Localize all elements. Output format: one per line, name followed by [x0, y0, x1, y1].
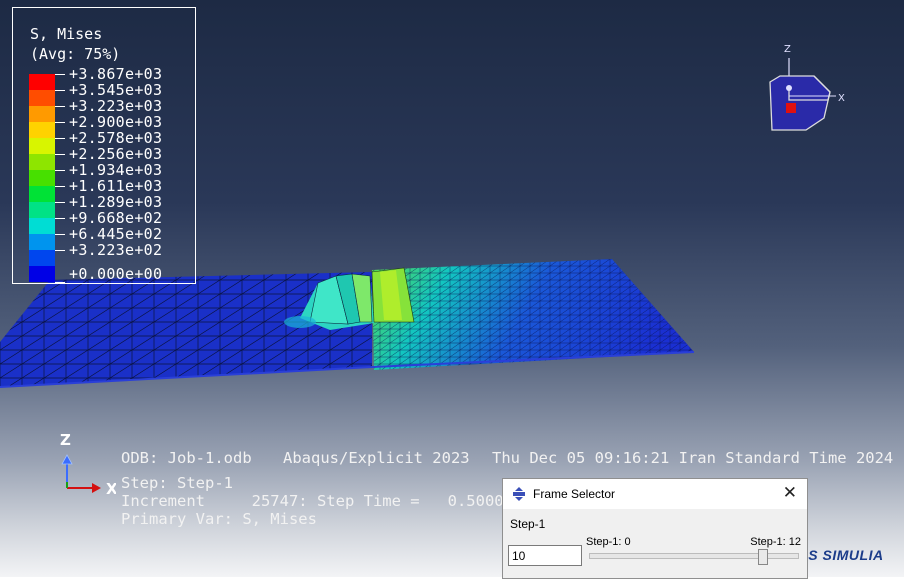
simulia-logo-text: SIMULIA — [822, 547, 884, 563]
legend-value: +9.668e+02 — [69, 209, 163, 227]
legend-tick — [55, 186, 65, 187]
triad-x-label: X — [106, 480, 116, 498]
legend: S, Mises (Avg: 75%) +3.867e+03 +3.545e+03… — [12, 7, 196, 284]
legend-color-band — [29, 186, 55, 202]
increment-label: Increment 25747: Step Time = 0.5000 — [121, 492, 504, 510]
solver-label: Abaqus/Explicit 2023 — [283, 449, 470, 467]
legend-value: +3.223e+03 — [69, 97, 163, 115]
frame-selector-titlebar[interactable]: Frame Selector ✕ — [503, 479, 807, 509]
legend-title-averaging: (Avg: 75%) — [30, 45, 121, 63]
legend-tick — [55, 170, 65, 171]
legend-color-band — [29, 250, 55, 266]
legend-value: +2.256e+03 — [69, 145, 163, 163]
legend-tick — [55, 74, 65, 75]
legend-value: +3.223e+02 — [69, 241, 163, 259]
axis-triad: Z X — [60, 431, 116, 498]
step-label: Step: Step-1 — [121, 474, 233, 492]
legend-value: +2.578e+03 — [69, 129, 163, 147]
legend-color-band — [29, 218, 55, 234]
legend-title: S, Mises (Avg: 75%) — [30, 24, 120, 64]
legend-color-band — [29, 154, 55, 170]
legend-color-band — [29, 202, 55, 218]
legend-value: +3.545e+03 — [69, 81, 163, 99]
legend-value: +1.289e+03 — [69, 193, 163, 211]
simulia-logo: 3S SIMULIA — [800, 547, 884, 563]
viewcube-z-label: Z — [784, 44, 791, 55]
legend-tick — [55, 106, 65, 107]
legend-value: +0.000e+00 — [69, 265, 163, 283]
frame-selector-app-icon — [513, 487, 525, 501]
legend-tick — [55, 282, 65, 283]
legend-value: +3.867e+03 — [69, 65, 163, 83]
view-orientation-cube[interactable]: Z X — [760, 40, 860, 140]
primary-var-label: Primary Var: S, Mises — [121, 510, 317, 528]
frame-number-input[interactable] — [508, 545, 582, 566]
legend-value: +6.445e+02 — [69, 225, 163, 243]
legend-tick — [55, 250, 65, 251]
legend-tick — [55, 90, 65, 91]
legend-color-band — [29, 138, 55, 154]
triad-z-label: Z — [60, 431, 71, 449]
frame-selector-dialog: Frame Selector ✕ Step-1 Step-1: 0 Step-1… — [502, 478, 808, 579]
legend-value: +1.611e+03 — [69, 177, 163, 195]
legend-tick — [55, 202, 65, 203]
frame-selector-step-label: Step-1 — [510, 517, 546, 531]
legend-color-band — [29, 122, 55, 138]
frame-slider-track[interactable] — [589, 553, 799, 559]
legend-color-band — [29, 266, 55, 282]
legend-tick — [55, 138, 65, 139]
datetime-label: Thu Dec 05 09:16:21 Iran Standard Time 2… — [492, 449, 894, 467]
frame-slider-thumb[interactable] — [758, 549, 769, 565]
legend-color-band — [29, 170, 55, 186]
close-icon[interactable]: ✕ — [782, 483, 797, 502]
legend-tick — [55, 122, 65, 123]
legend-title-variable: S, Mises — [30, 25, 103, 43]
legend-color-band — [29, 234, 55, 250]
legend-value: +1.934e+03 — [69, 161, 163, 179]
viewcube-x-label: X — [838, 93, 845, 104]
legend-color-band — [29, 90, 55, 106]
legend-tick — [55, 234, 65, 235]
frame-selector-title: Frame Selector — [533, 487, 616, 501]
slider-max-label: Step-1: 12 — [750, 536, 801, 548]
legend-value: +2.900e+03 — [69, 113, 163, 131]
odb-label: ODB: Job-1.odb — [121, 449, 252, 467]
legend-tick — [55, 154, 65, 155]
legend-tick — [55, 218, 65, 219]
slider-min-label: Step-1: 0 — [586, 536, 631, 548]
legend-color-band — [29, 74, 55, 90]
legend-color-band — [29, 106, 55, 122]
